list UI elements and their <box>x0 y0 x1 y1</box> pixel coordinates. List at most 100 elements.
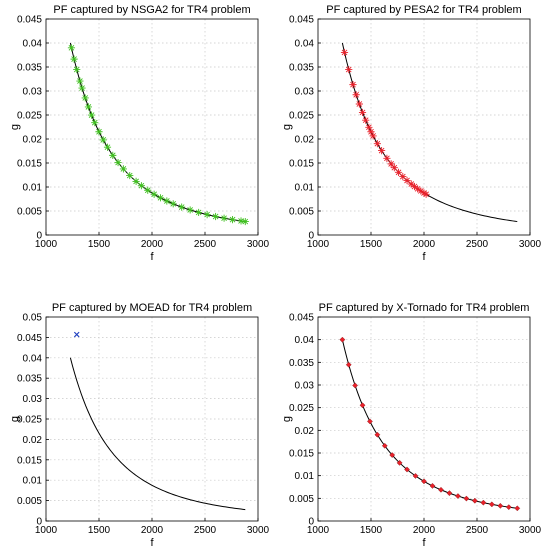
x-tick-label: 3000 <box>519 239 542 250</box>
data-point <box>81 94 89 102</box>
y-tick-label: 0.005 <box>17 207 42 218</box>
x-tick-label: 3000 <box>247 239 270 250</box>
y-tick-label: 0.025 <box>289 403 314 414</box>
x-axis-label: f <box>150 251 154 263</box>
x-tick-label: 3000 <box>519 525 542 536</box>
data-point <box>345 65 353 74</box>
x-tick-label: 2500 <box>466 239 489 250</box>
data-point <box>78 84 86 92</box>
data-point <box>414 185 422 193</box>
data-point <box>367 418 373 425</box>
data-point <box>365 123 373 131</box>
data-point <box>369 132 377 140</box>
data-point <box>403 176 411 185</box>
y-tick-label: 0 <box>308 517 314 528</box>
data-point <box>422 190 430 198</box>
y-tick-label: 0.015 <box>17 455 42 466</box>
data-point <box>446 490 453 497</box>
data-point <box>374 431 381 438</box>
data-point <box>358 108 367 117</box>
y-tick-label: 0.045 <box>17 15 42 26</box>
x-axis-label: f <box>150 537 154 549</box>
y-tick-label: 0.01 <box>295 183 315 194</box>
chart-title: PF captured by X-Tornado for TR4 problem <box>319 302 530 314</box>
data-point <box>471 497 478 504</box>
data-point <box>381 442 388 449</box>
axes-frame <box>317 316 531 522</box>
data-point <box>345 361 352 368</box>
data-point <box>73 331 80 338</box>
data-point <box>114 158 122 167</box>
data-point <box>103 143 112 151</box>
y-tick-label: 0.02 <box>23 135 43 146</box>
data-point <box>67 44 76 52</box>
x-tick-label: 1500 <box>360 525 383 536</box>
data-point <box>410 182 419 191</box>
data-point <box>514 505 521 512</box>
data-point <box>378 147 386 155</box>
chart-title: PF captured by MOEAD for TR4 problem <box>52 302 252 314</box>
data-point <box>455 493 461 499</box>
data-point <box>383 154 391 162</box>
x-axis-label: f <box>422 537 426 549</box>
data-point <box>389 452 396 458</box>
y-tick-label: 0.05 <box>23 313 43 324</box>
y-tick-label: 0.01 <box>23 183 43 194</box>
axes-frame <box>45 18 259 236</box>
y-tick-label: 0.01 <box>23 476 43 487</box>
data-point <box>399 172 407 181</box>
data-point <box>228 216 237 224</box>
data-point <box>163 197 171 205</box>
y-tick-label: 0.015 <box>289 159 314 170</box>
x-axis-label: f <box>422 251 426 263</box>
data-point <box>119 165 127 173</box>
data-point <box>367 128 375 136</box>
y-tick-label: 0.005 <box>289 207 314 218</box>
data-point <box>237 217 245 225</box>
data-point <box>109 151 117 159</box>
x-tick-label: 1000 <box>35 239 58 250</box>
subplot-3: PF captured by MOEAD for TR4 problem 1000… <box>9 302 270 549</box>
y-tick-label: 0.025 <box>289 111 314 122</box>
y-tick-label: 0.005 <box>17 496 42 507</box>
data-point <box>203 210 211 219</box>
chart-title: PF captured by PESA2 for TR4 problem <box>326 4 521 16</box>
data-point <box>480 499 487 506</box>
data-point <box>355 100 363 108</box>
data-point <box>73 65 81 74</box>
y-tick-label: 0.035 <box>17 374 42 385</box>
data-point <box>144 186 152 194</box>
y-tick-label: 0.025 <box>17 111 42 122</box>
y-tick-label: 0.025 <box>17 415 42 426</box>
y-axis-label: g <box>9 416 21 422</box>
data-point <box>99 136 107 144</box>
data-point <box>126 171 134 180</box>
y-axis-label: g <box>281 416 293 422</box>
data-point <box>186 206 194 214</box>
y-tick-label: 0.045 <box>289 313 314 324</box>
x-tick-label: 2500 <box>466 525 489 536</box>
data-point <box>241 217 249 226</box>
data-point <box>373 140 381 148</box>
subplot-2: PF captured by PESA2 for TR4 problem 1000… <box>281 4 542 263</box>
reference-front-line <box>69 357 246 511</box>
data-point <box>339 336 346 343</box>
y-tick-label: 0.04 <box>23 39 43 50</box>
y-axis-label: g <box>9 124 21 130</box>
x-tick-label: 1000 <box>307 239 330 250</box>
y-tick-label: 0.04 <box>295 335 315 346</box>
data-point <box>132 177 140 185</box>
data-point <box>505 504 512 511</box>
data-point <box>420 189 428 197</box>
x-tick-label: 1500 <box>88 525 111 536</box>
data-point <box>438 486 444 493</box>
data-point <box>87 111 96 119</box>
data-point <box>195 208 203 217</box>
axes-frame <box>317 18 531 236</box>
data-point <box>497 502 504 509</box>
data-point <box>220 214 228 222</box>
x-tick-label: 2500 <box>194 525 217 536</box>
y-tick-label: 0.04 <box>295 39 315 50</box>
axes-frame <box>45 316 259 522</box>
y-tick-label: 0.015 <box>289 449 314 460</box>
